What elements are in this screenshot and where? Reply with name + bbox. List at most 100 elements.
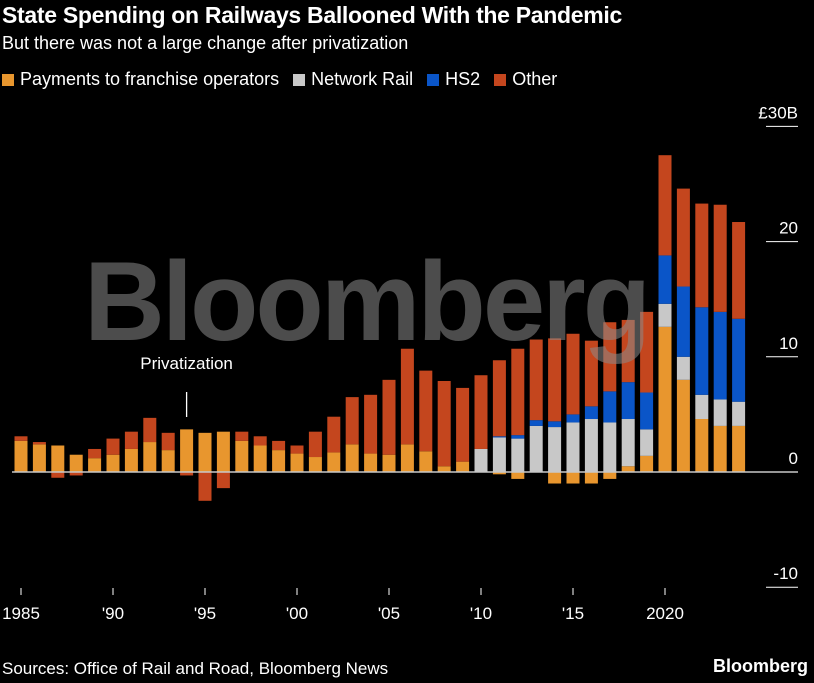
bar-segment [474,375,488,449]
bar-segment [419,370,433,452]
bar-segment [603,422,617,472]
y-axis: £30B 20 10 0 -10 [12,103,798,588]
bar-segment [676,356,690,380]
bar-segment [658,255,672,304]
bar-segment [400,348,414,445]
bar-segment [180,472,194,476]
bar-segment [88,458,102,472]
bar-segment [437,466,451,472]
bar-segment [161,450,175,472]
bar-segment [658,326,672,472]
legend-item-network-rail: Network Rail [293,69,413,90]
bar-segment [106,438,120,455]
bar-segment [216,431,230,472]
legend-label: Network Rail [311,69,414,89]
bar-segment [566,422,580,472]
bar-segment [88,448,102,459]
bar-segment [492,360,506,437]
bar-segment [456,387,470,462]
bar-segment [621,466,635,472]
bar-segment [548,338,562,422]
x-axis: 1985 '90 '95 '00 '05 '10 '15 2020 [2,588,684,623]
bar-segment [732,222,746,319]
bar-segment [676,379,690,472]
bar-segment [51,472,65,478]
legend-item-payments: Payments to franchise operators [2,69,279,90]
bar-segment [437,380,451,467]
watermark: Bloomberg [84,239,648,364]
bar-segment [253,436,267,446]
bar-segment [124,448,138,472]
legend-swatch-other [494,73,507,86]
bar-segment [382,379,396,455]
bar-segment [143,417,157,443]
bar-segment [327,452,341,472]
bar-segment [14,436,28,441]
bar-segment [143,442,157,472]
bar-segment [161,432,175,451]
bar-segment [713,204,727,312]
y-tick-label: -10 [773,564,798,583]
bar-segment [382,454,396,472]
chart-title: State Spending on Railways Ballooned Wit… [2,2,623,28]
bar-segment [548,421,562,428]
legend-item-other: Other [494,69,557,90]
bar-segment [695,307,709,395]
bar-segment [603,472,617,479]
bar-segment [272,440,286,451]
bar-segment [548,427,562,472]
legend-label: Payments to franchise operators [20,69,280,89]
bar-segment [290,445,304,454]
x-tick-label: '10 [470,604,492,623]
bar-segment [640,392,654,430]
bar-segment [695,394,709,420]
bar-segment [400,444,414,472]
bar-segment [290,453,304,472]
bar-segment [640,455,654,472]
bar-segment [584,406,598,420]
bar-segment [419,451,433,472]
bar-segment [584,472,598,484]
bar-segment [584,340,598,407]
bar-segment [732,318,746,402]
bar-segment [511,435,525,439]
y-tick-label: £30B [758,103,798,122]
y-tick-label: 0 [789,449,798,468]
x-tick-label: '15 [562,604,584,623]
bar-segment [676,188,690,287]
bar-segment [584,419,598,472]
legend-swatch-network-rail [293,73,306,86]
bars [14,155,746,501]
bar-segment [603,322,617,392]
bar-segment [69,472,83,476]
x-tick-label: '00 [286,604,308,623]
bar-segment [713,425,727,472]
bar-segment [69,454,83,472]
y-tick-label: 20 [779,219,798,238]
bar-segment [364,394,378,454]
bar-segment [676,286,690,357]
bar-segment [253,445,267,472]
bar-segment [308,457,322,472]
bar-segment [106,454,120,472]
bar-segment [492,437,506,472]
x-tick-label: 1985 [2,604,40,623]
bar-segment [308,431,322,458]
legend-item-hs2: HS2 [427,69,480,90]
bar-segment [695,419,709,472]
bar-segment [272,450,286,472]
bar-segment [566,472,580,484]
bar-segment [492,436,506,438]
brand-logo: Bloomberg [712,656,808,676]
bar-segment [529,425,543,472]
x-tick-label: '90 [102,604,124,623]
bar-segment [732,401,746,426]
x-tick-label: 2020 [646,604,684,623]
y-tick-label: 10 [779,334,798,353]
legend-swatch-payments [2,73,14,86]
bar-segment [14,440,28,472]
bar-segment [713,311,727,400]
bar-segment [327,416,341,453]
bar-segment [474,448,488,472]
bar-segment [198,432,212,472]
